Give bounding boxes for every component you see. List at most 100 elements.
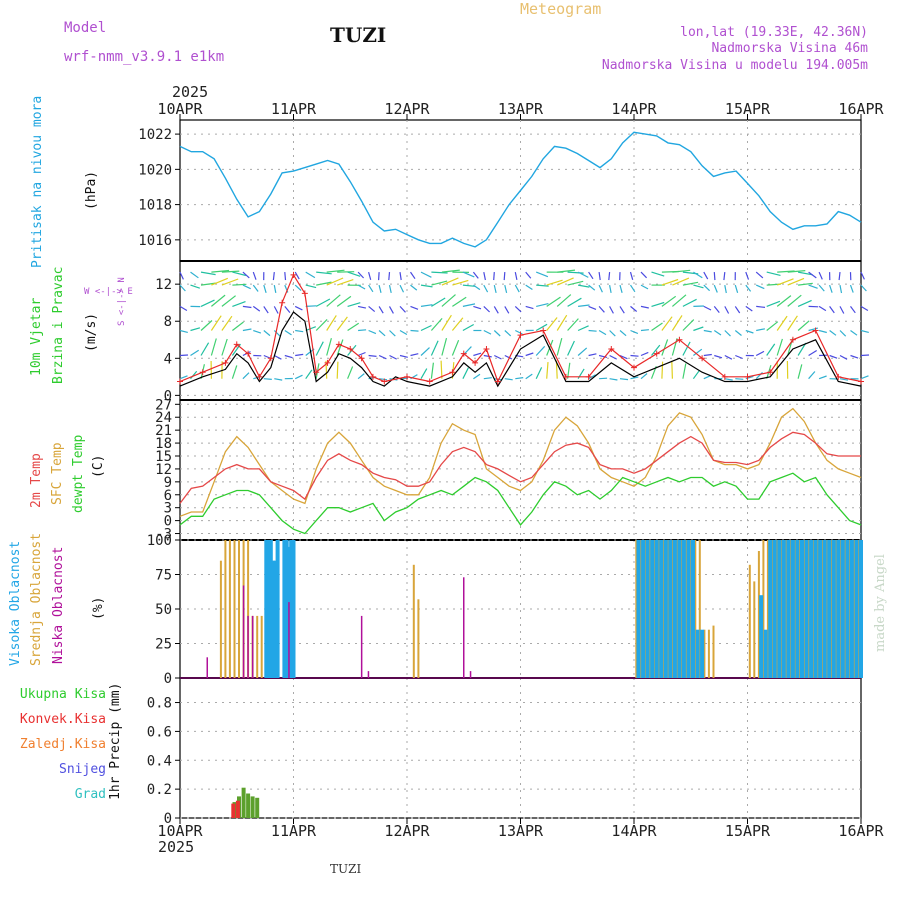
wind-arrow-78 [305, 284, 317, 289]
wind-arrow-30 [493, 272, 495, 281]
x-tick-bottom-6: 16APR [838, 822, 884, 840]
cloud-bar-mid-3 [233, 540, 236, 678]
wind-arrow-361 [504, 378, 513, 381]
wind-arrow-120 [745, 284, 752, 292]
cloud-bar-high-34 [795, 540, 800, 678]
wind-arrow-40 [598, 272, 601, 281]
x-tick-top-2: 12APR [384, 100, 430, 118]
cloud-bar-mid-6 [247, 540, 250, 678]
wind-arrow-189 [776, 295, 792, 307]
wind-arrow-371 [609, 378, 618, 381]
wind-arrow-254 [766, 321, 779, 331]
precip-bar-total-4 [250, 796, 255, 818]
wind-arrow-216 [368, 329, 377, 335]
wind-arrow-176 [640, 305, 649, 309]
cloud-bar-low-6 [367, 671, 370, 678]
cloud-bar-mid-47 [826, 540, 828, 678]
wind-arrow-60 [808, 271, 817, 279]
wind-arrow-306 [619, 354, 628, 360]
legend-total-rain: Ukupna Kisa [19, 687, 106, 702]
wind-gust-marker-31 [676, 336, 683, 343]
cloud-bar-mid-32 [757, 551, 760, 678]
wind-arrow-84 [368, 284, 374, 293]
cloud-bar-mid-39 [789, 540, 792, 678]
wind-arrow-201 [210, 315, 222, 331]
wind-arrow-286 [410, 353, 419, 357]
wind-arrow-166 [536, 303, 549, 307]
wind-arrow-63 [838, 272, 841, 281]
wind-arrow-118 [724, 284, 727, 294]
precip-bar-total-5 [255, 797, 260, 818]
wind-arrow-196 [850, 306, 856, 314]
precip-bar-total-3 [246, 793, 251, 818]
wind-arrow-114 [682, 281, 699, 286]
cloud-bar-mid-28 [707, 629, 710, 678]
cloud-bar-mid-29 [712, 625, 715, 678]
wind-arrow-265 [190, 349, 200, 357]
cloud-bar-low-3 [251, 615, 254, 678]
y-tick-2-8: 21 [155, 423, 172, 439]
cloud-bar-mid-4 [238, 540, 240, 678]
wind-arrow-91 [441, 277, 459, 286]
cloud-bar-mid-26 [698, 540, 701, 678]
wind-arrow-54 [745, 271, 750, 280]
wind-arrow-108 [619, 284, 623, 293]
wind-arrow-227 [483, 329, 492, 335]
wind-arrow-390 [808, 371, 816, 380]
cloud-bar-mid-30 [748, 564, 751, 678]
wind-arrow-152 [388, 306, 394, 314]
wind-arrow-277 [315, 341, 324, 356]
lonlat-label: lon,lat (19.33E, 42.36N) [680, 25, 868, 40]
pressure-line [179, 131, 862, 248]
wind-arrow-221 [420, 324, 432, 332]
wind-arrow-41 [608, 272, 611, 281]
wind-arrow-235 [567, 318, 579, 331]
x-tick-bottom-4: 14APR [611, 822, 657, 840]
wind-arrow-5 [232, 271, 247, 277]
cloud-bar-mid-20 [671, 540, 674, 678]
cloud-bar-high-41 [827, 540, 832, 678]
temp-2m-line [179, 431, 861, 504]
wind-arrow-184 [724, 306, 730, 314]
model-label: Model [64, 20, 107, 36]
wind-gust-marker-29 [631, 364, 637, 371]
wind-gust-marker-39 [858, 378, 864, 385]
y-tick-1-1: 4 [164, 351, 172, 367]
wind-arrow-310 [661, 339, 669, 356]
wind-gust-marker-21 [472, 359, 479, 366]
wind-arrow-219 [399, 329, 408, 336]
wind-arrow-163 [504, 306, 510, 314]
y-tick-3-3: 75 [155, 568, 172, 584]
wind-arrow-188 [766, 300, 781, 307]
cloud-bar-mid-45 [816, 540, 819, 678]
wind-arrow-323 [797, 342, 807, 356]
wind-arrow-0 [179, 271, 184, 280]
x-tick-top-6: 16APR [838, 100, 884, 118]
wind-arrow-236 [577, 325, 589, 332]
wind-arrow-137 [232, 301, 246, 307]
wind-gust-marker-25 [540, 327, 547, 334]
wind-gust-marker-34 [744, 373, 751, 380]
cloud-bar-high-5 [275, 540, 280, 678]
y-tick-0-0: 1016 [138, 233, 172, 249]
wind-arrow-99 [525, 284, 533, 291]
wind-arrow-18 [368, 271, 372, 280]
cloud-bar-high-36 [804, 540, 809, 678]
wind-arrow-290 [451, 339, 460, 356]
y-tick-0-2: 1020 [138, 162, 172, 178]
wind-arrow-241 [630, 329, 639, 335]
wind-arrow-23 [420, 271, 432, 278]
wind-gust-marker-7 [279, 299, 286, 306]
wind-arrow-17 [357, 271, 365, 279]
wind-arrow-73 [252, 284, 259, 292]
wind-arrow-258 [808, 327, 819, 332]
wind-gust-marker-19 [449, 369, 456, 376]
wind-arrow-292 [473, 352, 482, 357]
wind-arrow-228 [493, 330, 501, 337]
cloud-bar-mid-19 [667, 540, 669, 678]
cloud-bar-mid-2 [228, 540, 231, 678]
wind-arrow-197 [860, 305, 869, 312]
cloud-bar-high-28 [768, 540, 773, 678]
wind-arrow-97 [504, 284, 508, 294]
wind-arrow-273 [274, 354, 282, 360]
